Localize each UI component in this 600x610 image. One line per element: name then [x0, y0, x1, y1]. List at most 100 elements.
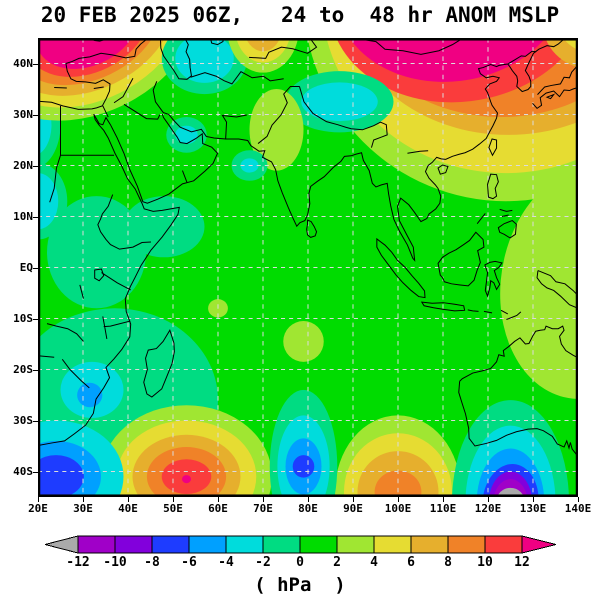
- lat-tick-mark: [33, 165, 38, 167]
- lat-tick-label: 40N: [13, 56, 33, 70]
- lat-tick-mark: [33, 369, 38, 371]
- colorbar-segment: [151, 535, 190, 554]
- colorbar-tick-label: 0: [296, 555, 304, 570]
- borders-africa: [38, 106, 151, 415]
- lon-tick-label: 110E: [429, 502, 457, 515]
- anomaly-map: [38, 38, 578, 497]
- lat-tick-mark: [33, 420, 38, 422]
- lat-tick-label: EQ: [19, 260, 33, 274]
- anomaly-ring-west-pacific-ridge: [500, 166, 578, 399]
- coast-nafrica-turkey: [38, 38, 148, 109]
- anomaly-ring-japan-corner-ridge: [545, 38, 578, 68]
- coast-arabia: [94, 114, 217, 203]
- lat-tick-label: 30N: [13, 107, 33, 121]
- lon-tick-mark: [353, 497, 354, 502]
- lon-tick-label: 90E: [343, 502, 363, 515]
- lat-tick-label: 10N: [13, 209, 33, 223]
- coastline-layer: [38, 38, 578, 459]
- lon-tick-mark: [83, 497, 84, 502]
- coast-hainan: [438, 165, 448, 174]
- lat-tick-mark: [33, 63, 38, 65]
- lon-tick-mark: [578, 497, 579, 502]
- anomaly-ring-sw-corner-low: [38, 455, 84, 497]
- coast-java-sunda: [422, 302, 521, 319]
- anomaly-ring-persian-gulf-low: [175, 125, 198, 145]
- colorbar-segment: [484, 535, 523, 554]
- anomaly-ring-japan-corner-ridge: [563, 38, 578, 50]
- graticule-layer: [38, 38, 578, 497]
- lat-tick-label: 20N: [13, 158, 33, 172]
- lon-tick-label: 60E: [208, 502, 228, 515]
- lon-tick-label: 70E: [253, 502, 273, 515]
- lat-tick-label: 20S: [13, 362, 33, 376]
- anomaly-ring-kazakhstan-ridge: [245, 38, 281, 52]
- colorbar-segment: [447, 535, 486, 554]
- colorbar-below-arrow: [44, 535, 79, 554]
- anomaly-ring-west-edge-low-north: [38, 173, 59, 230]
- lon-tick-label: 50E: [163, 502, 183, 515]
- coast-caspian: [160, 38, 191, 79]
- anomaly-ring-somalia-teal: [123, 196, 205, 258]
- lon-tick-mark: [263, 497, 264, 502]
- coast-asia-main: [163, 38, 566, 260]
- lon-tick-mark: [488, 497, 489, 502]
- map-frame: [38, 38, 578, 497]
- colorbar-tick-label: -8: [144, 555, 160, 570]
- colorbar-tick-label: 6: [407, 555, 415, 570]
- colorbar-tick-label: 12: [514, 555, 530, 570]
- colorbar-segment: [299, 535, 338, 554]
- map-canvas: [38, 38, 578, 497]
- lon-tick-mark: [533, 497, 534, 502]
- lon-tick-mark: [38, 497, 39, 502]
- lat-tick-mark: [33, 267, 38, 269]
- colorbar-tick-label: 10: [477, 555, 493, 570]
- lon-tick-label: 80E: [298, 502, 318, 515]
- coast-taiwan: [489, 139, 497, 155]
- colorbar-scale: [44, 535, 557, 554]
- lon-tick-label: 20E: [28, 502, 48, 515]
- colorbar-segment: [225, 535, 264, 554]
- coast-philippines: [477, 174, 516, 238]
- colorbar-unit-label: ( hPa ): [254, 574, 346, 596]
- colorbar-segment: [336, 535, 375, 554]
- colorbar-tick-label: -2: [255, 555, 271, 570]
- colorbar-segment: [114, 535, 153, 554]
- anomaly-ring-tibet-low: [301, 82, 378, 122]
- coast-australia: [459, 326, 578, 459]
- lon-tick-mark: [398, 497, 399, 502]
- colorbar-segment: [373, 535, 412, 554]
- lat-tick-mark: [33, 471, 38, 473]
- colorbar-tick-label: 2: [333, 555, 341, 570]
- anomaly-ring-sw-australia-high: [374, 470, 422, 497]
- coast-east-africa: [38, 114, 179, 446]
- anomaly-ring-sw-indian-ocean-high: [182, 475, 191, 484]
- colorbar-tick-label: 8: [444, 555, 452, 570]
- chart-title: 20 FEB 2025 06Z, 24 to 48 hr ANOM MSLP: [40, 3, 560, 27]
- colorbar-tick-label: -4: [218, 555, 234, 570]
- coast-newguinea: [537, 271, 578, 309]
- colorbar-segment: [77, 535, 116, 554]
- lat-tick-label: 40S: [13, 464, 33, 478]
- colorbar-tick-label: -10: [103, 555, 127, 570]
- lon-tick-label: 30E: [73, 502, 93, 515]
- lon-tick-label: 100E: [384, 502, 412, 515]
- colorbar-tick-label: 4: [370, 555, 378, 570]
- anomaly-ring-east-africa-teal: [47, 196, 146, 309]
- lon-tick-label: 120E: [474, 502, 502, 515]
- coast-srilanka: [307, 220, 317, 237]
- lon-tick-mark: [443, 497, 444, 502]
- lon-tick-mark: [173, 497, 174, 502]
- coast-sumatra: [377, 239, 425, 298]
- colorbar-segment: [262, 535, 301, 554]
- anomaly-ring-mediterranean-high: [38, 38, 140, 69]
- borders-south-asia: [258, 86, 428, 153]
- lon-tick-label: 140E: [564, 502, 592, 515]
- coast-sulawesi: [485, 261, 502, 296]
- colorbar-tick-label: -6: [181, 555, 197, 570]
- colorbar: -12 -10 -8 -6 -4 -2 0 2 4 6 8 10 12: [0, 535, 600, 575]
- borders-mideast: [103, 72, 284, 183]
- lon-tick-mark: [128, 497, 129, 502]
- anomaly-ring-indian-ocean-ridge-spot-2: [283, 321, 324, 362]
- lat-tick-label: 30S: [13, 413, 33, 427]
